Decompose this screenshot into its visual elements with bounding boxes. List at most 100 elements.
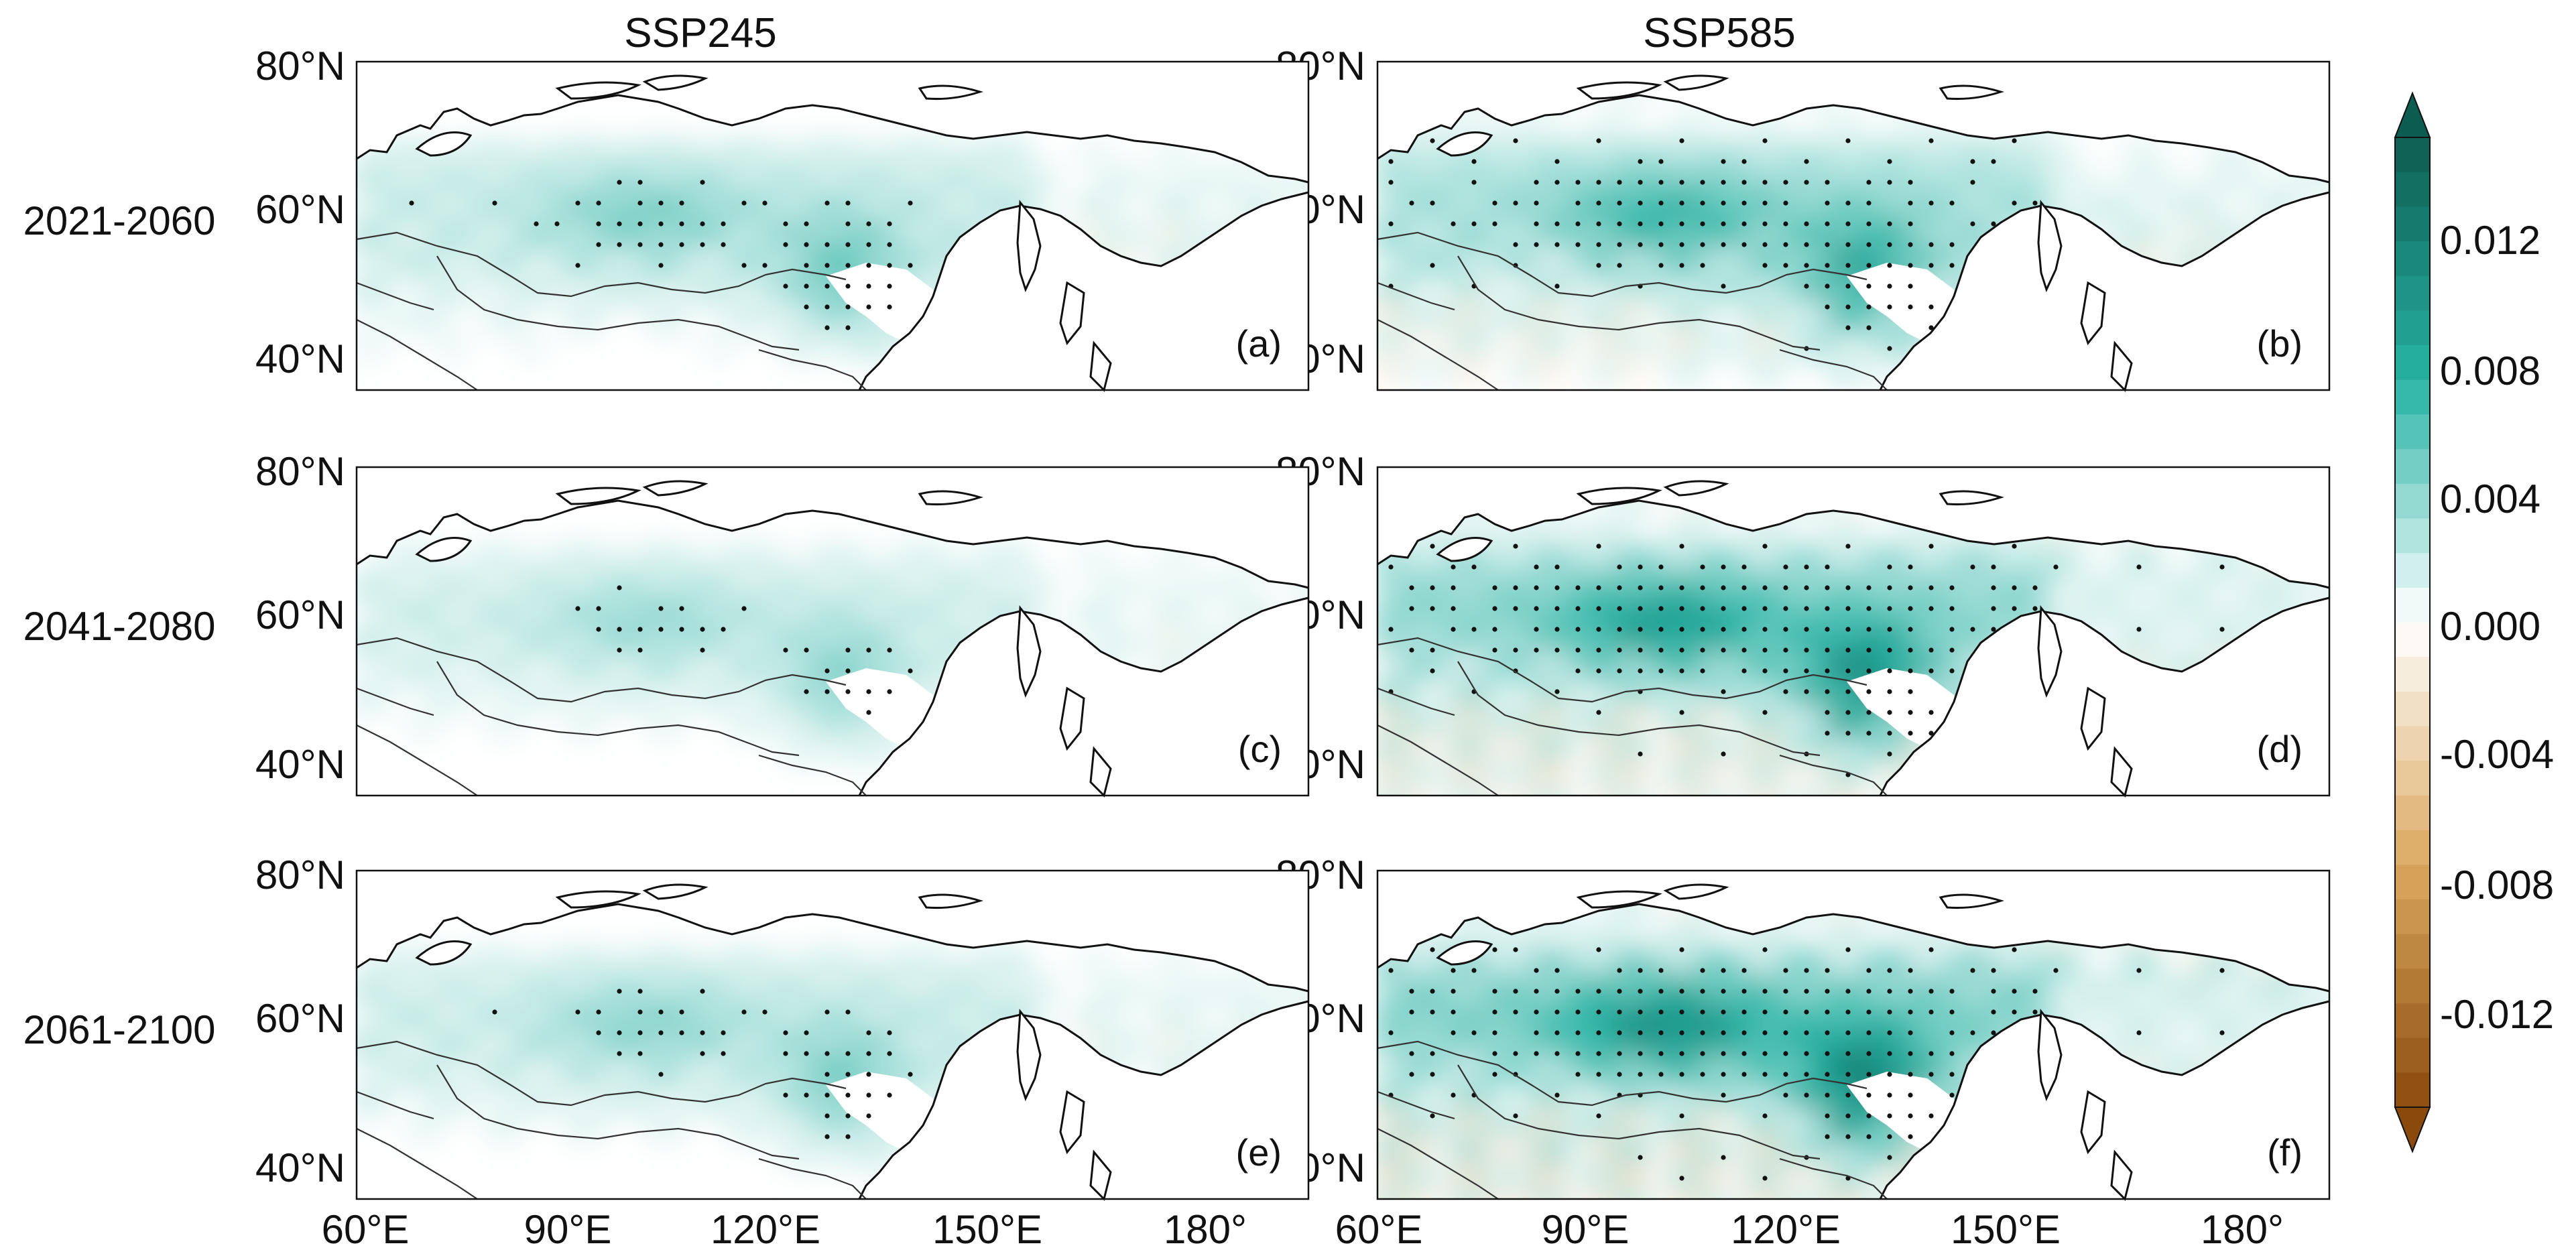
significance-dot [596, 627, 601, 632]
y-tick-label: 60°N [255, 187, 345, 232]
country-border [356, 1090, 434, 1120]
significance-dot [1845, 242, 1851, 247]
colorbar-segment [2395, 1003, 2430, 1039]
significance-dot [2012, 544, 2017, 549]
significance-dot [1513, 1051, 1518, 1056]
significance-dot [1762, 668, 1768, 674]
country-border [356, 724, 478, 796]
significance-dot [1638, 968, 1643, 973]
significance-dot [1554, 1009, 1560, 1015]
island-outline [642, 74, 709, 91]
significance-dot [887, 221, 892, 227]
significance-dot [721, 1051, 726, 1056]
significance-dot [1908, 647, 1913, 653]
significance-dot [824, 1072, 830, 1077]
field-cell [1750, 353, 1783, 387]
significance-dot [1658, 1072, 1664, 1077]
significance-dot [1845, 1092, 1851, 1098]
significance-dot [1741, 180, 1747, 185]
significance-dot [1887, 284, 1892, 289]
field-cell [407, 1109, 440, 1142]
significance-dot [1679, 947, 1684, 952]
significance-dot [1554, 159, 1560, 164]
significance-dot [1617, 585, 1622, 590]
significance-dot [1658, 263, 1664, 268]
significance-dot [1762, 710, 1768, 715]
significance-dot [824, 1134, 830, 1139]
significance-dot [1596, 263, 1601, 268]
field-cell [514, 326, 548, 360]
significance-dot [658, 606, 664, 611]
significance-dot [783, 1030, 788, 1035]
field-cell [434, 326, 467, 360]
significance-dot [1866, 668, 1872, 674]
country-border [356, 231, 847, 298]
significance-dot [1513, 1009, 1518, 1015]
significance-dot [845, 221, 851, 227]
significance-dot [1554, 585, 1560, 590]
significance-dot [1638, 200, 1643, 206]
significance-dot [1554, 1030, 1560, 1035]
significance-dot [1700, 627, 1705, 632]
significance-dot [1700, 221, 1705, 227]
significance-dot [1887, 689, 1892, 694]
significance-dot [1617, 1009, 1622, 1015]
significance-dot [1596, 1051, 1601, 1056]
country-border [758, 349, 867, 391]
significance-dot [1638, 751, 1643, 757]
significance-dot [1741, 647, 1747, 653]
colorbar-tick-label: 0.012 [2440, 218, 2540, 263]
significance-dot [1825, 710, 1830, 715]
significance-dot [1845, 304, 1851, 310]
significance-dot [700, 989, 705, 994]
significance-dot [1866, 1072, 1872, 1077]
significance-dot [1596, 1072, 1601, 1077]
significance-dot [1866, 989, 1872, 994]
y-tick-label: 60°N [255, 996, 345, 1041]
colorbar-segment [2395, 172, 2430, 207]
country-border [1377, 1040, 1867, 1107]
significance-dot [1554, 221, 1560, 227]
significance-dot [1638, 1009, 1643, 1015]
y-tick-label: 80°N [255, 853, 345, 897]
colorbar-segment [2395, 345, 2430, 381]
colorbar-segment [2395, 310, 2430, 346]
significance-dot [1492, 627, 1497, 632]
significance-dot [1721, 989, 1726, 994]
significance-dot [1430, 606, 1435, 611]
significance-dot [1471, 180, 1477, 185]
field-cell [1776, 785, 1810, 796]
significance-dot [1845, 1072, 1851, 1077]
significance-dot [1471, 221, 1477, 227]
significance-dot [1596, 138, 1601, 143]
significance-dot [1866, 710, 1872, 715]
significance-dot [845, 200, 851, 206]
significance-dot [1783, 647, 1788, 653]
significance-dot [1887, 627, 1892, 632]
significance-dot [1866, 200, 1872, 206]
significance-dot [866, 1072, 871, 1077]
field-cell [1535, 353, 1569, 387]
significance-dot [1866, 1113, 1872, 1119]
significance-dot [824, 263, 830, 268]
significance-dot [1554, 968, 1560, 973]
island-outline [1436, 940, 1493, 966]
y-tick-label: 40°N [255, 1145, 345, 1190]
significance-dot [2032, 989, 2038, 994]
significance-dot [2032, 585, 2038, 590]
significance-dot [1596, 180, 1601, 185]
significance-dot [1430, 263, 1435, 268]
significance-dot [741, 606, 747, 611]
significance-dot [1492, 221, 1497, 227]
significance-dot [1908, 1113, 1913, 1119]
significance-dot [1679, 585, 1684, 590]
significance-dot [1991, 627, 1996, 632]
significance-dot [2136, 968, 2142, 973]
significance-dot [1513, 989, 1518, 994]
significance-dot [1575, 180, 1581, 185]
island-outline [642, 883, 709, 900]
significance-dot [1908, 1051, 1913, 1056]
significance-dot [1409, 1051, 1414, 1056]
significance-dot [1825, 1134, 1830, 1139]
